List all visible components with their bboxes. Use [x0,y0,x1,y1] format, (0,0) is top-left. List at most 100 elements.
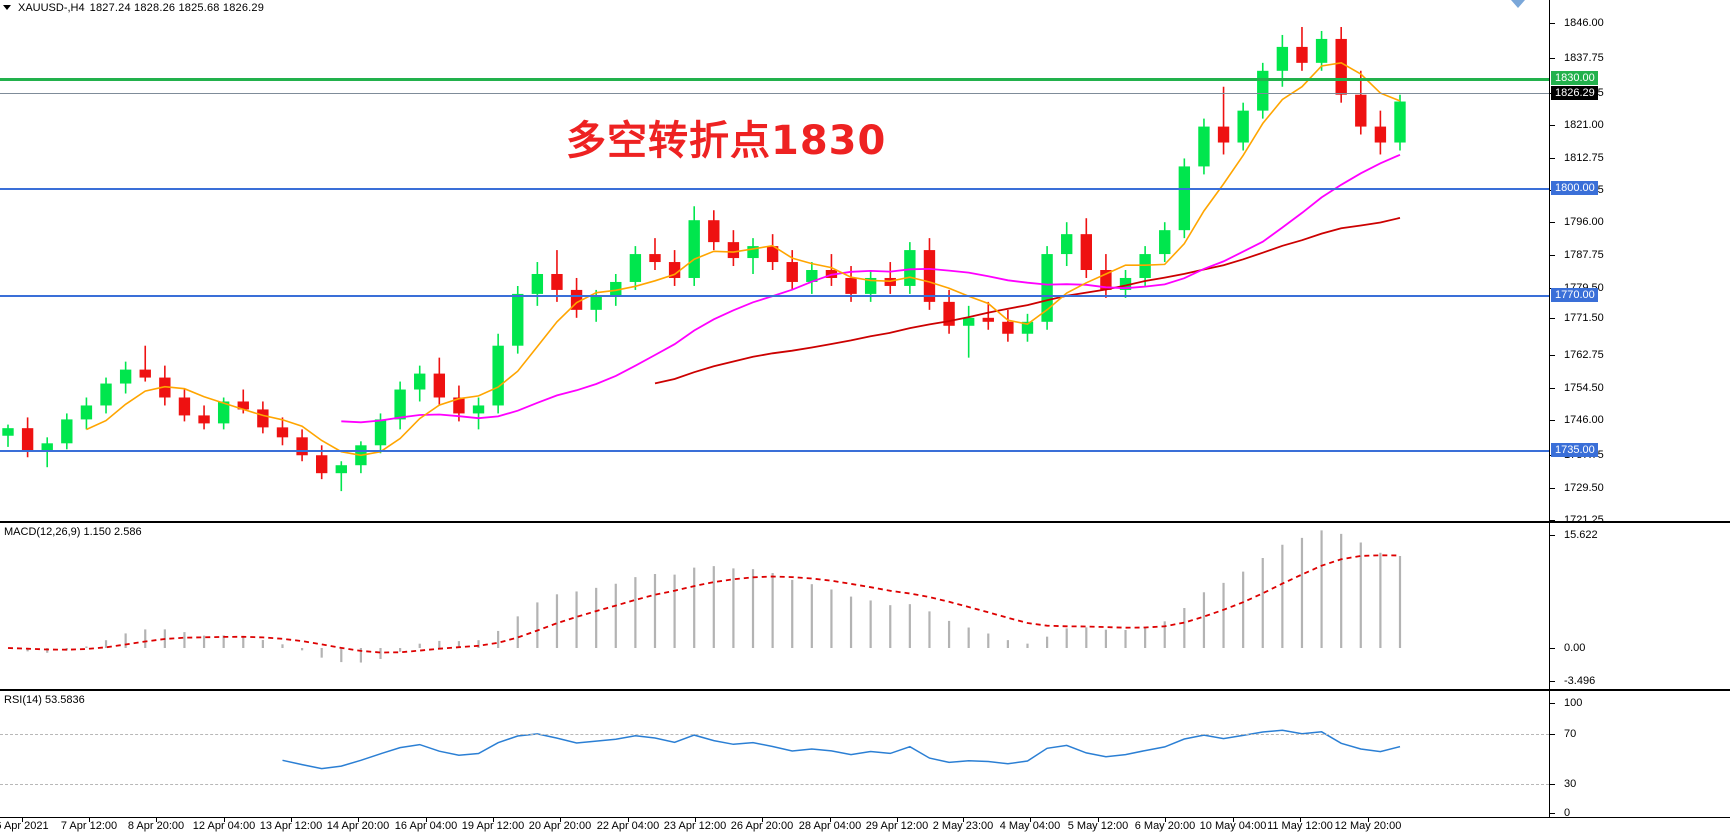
price-axis-tick-label: 1754.50 [1564,382,1604,394]
candle-body [41,443,53,452]
price-axis-tick-label: 1837.75 [1564,52,1604,64]
ma-slow-line [654,217,1401,385]
rsi-axis-tick [1550,784,1555,785]
candle-body [1002,321,1014,334]
rsi-axis-tick-label: 30 [1564,778,1577,790]
candle-body [708,220,720,243]
time-axis-tick [22,818,23,822]
price-axis-tick [1550,125,1555,126]
candle-body [649,254,661,263]
triangle-down-icon[interactable] [3,5,11,10]
rsi-axis-tick [1550,734,1555,735]
candle-body [237,401,249,410]
rsi-axis-tick [1550,813,1555,814]
macd-panel: MACD(12,26,9) 1.150 2.586 15.622 0.00 -3.4… [0,522,1730,690]
macd-axis-tick-label: 15.622 [1564,529,1598,541]
level-line-1800[interactable] [0,188,1549,190]
candle-body [394,389,406,420]
time-axis-label: 2 May 23:00 [932,820,994,832]
candle-body [1119,277,1132,290]
time-axis-label: 6 Apr 2021 [0,820,49,832]
time-axis-tick [426,818,427,822]
candle-body [139,369,151,378]
time-axis-label: 26 Apr 20:00 [730,820,794,832]
level-line-1770[interactable] [0,295,1549,297]
ma-fast-line [86,61,1401,457]
time-axis-label: 19 Apr 12:00 [461,820,525,832]
time-axis-tick [830,818,831,822]
candle-body [61,419,73,444]
candle-body [610,281,622,296]
candle-body [1217,126,1230,143]
time-axis-tick [89,818,90,822]
rsi-axis-tick [1550,703,1555,704]
price-axis-tick-label: 1796.00 [1564,216,1604,228]
price-axis-price-tag[interactable]: 1830.00 [1551,71,1598,85]
price-plot-area[interactable]: 多空转折点1830 [0,0,1549,521]
time-axis-tick [963,818,964,822]
macd-plot-area[interactable]: MACD(12,26,9) 1.150 2.586 [0,523,1549,689]
macd-signal-line [7,554,1401,654]
candle-body [1237,110,1249,143]
price-axis-tick-label: 1821.00 [1564,119,1604,131]
candle-body [374,419,387,446]
price-axis-price-tag[interactable]: 1770.00 [1551,288,1598,302]
candle-body [453,397,465,414]
time-axis-label: 20 Apr 20:00 [528,820,592,832]
candle-body [747,246,759,259]
candle-body [1159,230,1171,255]
candle-body [1178,166,1191,231]
price-axis-price-tag[interactable]: 1826.29 [1551,86,1598,100]
candle-body [1080,234,1092,271]
macd-axis-tick [1550,535,1555,536]
macd-series [7,530,1402,663]
candle-body [472,405,485,414]
candle-body [806,270,818,282]
time-axis-label: 10 May 04:00 [1199,820,1267,832]
candle-body [1276,46,1289,71]
candle-body [786,262,798,282]
time-axis-tick [224,818,225,822]
candle-body [1315,38,1328,63]
price-axis-price-tag[interactable]: 1735.00 [1551,443,1598,457]
candle-body [80,405,93,420]
time-axis-tick [493,818,494,822]
candle-body [1394,101,1406,143]
level-line-1735[interactable] [0,450,1549,452]
price-axis-price-tag[interactable]: 1800.00 [1551,181,1598,195]
candle-body [531,273,544,294]
price-axis-tick-label: 1846.00 [1564,17,1604,29]
price-axis-tick [1550,58,1555,59]
macd-axis[interactable]: 15.622 0.00 -3.496 [1549,523,1730,689]
time-axis-tick [358,818,359,822]
price-axis-tick [1550,23,1555,24]
candle-body [217,401,230,424]
chart-header: XAUUSD-,H4 1827.24 1828.26 1825.68 1826.… [0,0,264,15]
time-axis-tick [628,818,629,822]
price-axis-tick [1550,488,1555,489]
candle-body [727,242,740,259]
price-axis-tick [1550,520,1555,521]
level-line-current [0,93,1549,94]
candle-body [1061,234,1073,255]
candle-body [766,246,779,263]
rsi-axis[interactable]: 100 70 30 0 [1549,691,1730,819]
candlestick-series [2,26,1406,492]
price-axis[interactable]: 1846.001837.751829.251821.001812.751804.… [1549,0,1730,526]
time-axis[interactable]: 6 Apr 2021 7 Apr 12:00 8 Apr 20:00 12 Apr 0… [0,818,1730,839]
time-axis-tick [560,818,561,822]
macd-axis-tick [1550,648,1555,649]
candle-body [629,254,642,282]
macd-axis-tick-label: 0.00 [1564,642,1586,654]
rsi-plot-area[interactable]: RSI(14) 53.5836 [0,691,1549,817]
time-axis-tick [291,818,292,822]
time-axis-label: 28 Apr 04:00 [798,820,862,832]
time-axis-tick [897,818,898,822]
scroll-position-marker[interactable] [1511,0,1525,8]
candle-body [316,455,328,474]
rsi-level-70 [0,734,1549,735]
time-axis-label: 23 Apr 12:00 [663,820,727,832]
candle-body [178,397,191,416]
level-line-1830[interactable] [0,78,1549,81]
